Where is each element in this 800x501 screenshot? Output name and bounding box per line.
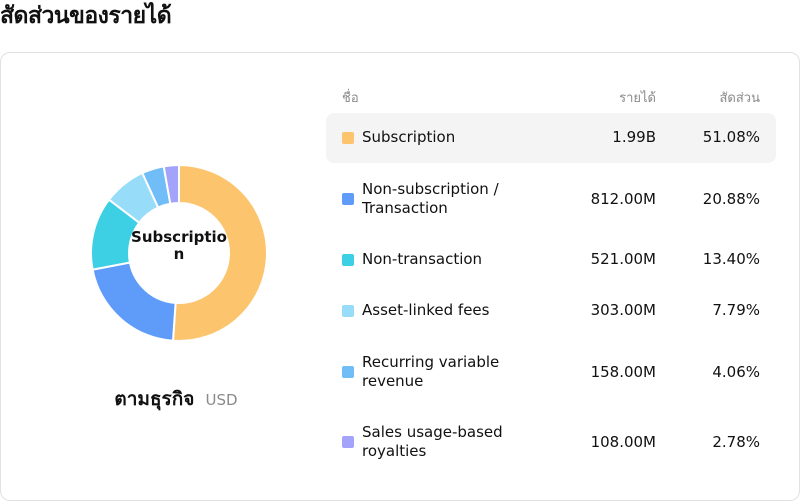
- legend-name: Asset-linked fees: [362, 301, 490, 319]
- chart-caption-unit: USD: [205, 391, 238, 409]
- legend-value: 108.00M: [590, 433, 656, 451]
- legend-swatch: [342, 366, 354, 378]
- header-share: สัดส่วน: [719, 91, 761, 106]
- legend-row-recurring-variable-revenue[interactable]: Recurring variable revenue 158.00M 4.06%: [326, 337, 776, 407]
- legend-swatch: [342, 436, 354, 448]
- legend-share: 2.78%: [712, 433, 760, 451]
- legend-share: 13.40%: [702, 250, 760, 268]
- legend-swatch: [342, 132, 354, 144]
- legend-swatch: [342, 193, 354, 205]
- donut-chart-svg: [90, 163, 268, 342]
- legend-table: ชื่อ รายได้ สัดส่วน Subscription 1.99B 5…: [326, 83, 776, 477]
- donut-slice-1[interactable]: [91, 261, 177, 342]
- legend-share: 20.88%: [702, 190, 760, 208]
- legend-name: Recurring variable revenue: [362, 353, 500, 390]
- legend-share: 7.79%: [712, 301, 760, 319]
- donut-chart: Subscription: [79, 153, 279, 353]
- revenue-share-card: Subscription ตามธุรกิจ USD ชื่อ รายได้ ส…: [0, 52, 800, 501]
- legend-row-sales-usage-based-royalties[interactable]: Sales usage-based royalties 108.00M 2.78…: [326, 407, 776, 477]
- donut-center-label: Subscription: [131, 228, 227, 263]
- legend-value: 1.99B: [612, 128, 656, 146]
- legend-share: 51.08%: [702, 128, 760, 146]
- legend-share: 4.06%: [712, 363, 760, 381]
- legend-value: 812.00M: [590, 190, 656, 208]
- legend-row-non-transaction[interactable]: Non-transaction 521.00M 13.40%: [326, 235, 776, 285]
- donut-slice-5[interactable]: [162, 163, 180, 205]
- legend-row-non-subscription[interactable]: Non-subscription / Transaction 812.00M 2…: [326, 163, 776, 235]
- legend-name: Non-transaction: [362, 250, 483, 268]
- header-name: ชื่อ: [342, 91, 359, 106]
- legend-swatch: [342, 254, 354, 266]
- page-title: สัดส่วนของรายได้: [0, 3, 172, 29]
- legend-row-subscription[interactable]: Subscription 1.99B 51.08%: [326, 113, 776, 163]
- legend-name: Non-subscription / Transaction: [362, 180, 499, 217]
- legend-swatch: [342, 305, 354, 317]
- legend-name: Sales usage-based royalties: [362, 423, 503, 460]
- header-value: รายได้: [619, 91, 656, 106]
- legend-row-asset-linked-fees[interactable]: Asset-linked fees 303.00M 7.79%: [326, 285, 776, 337]
- legend-value: 158.00M: [590, 363, 656, 381]
- chart-caption-title: ตามธุรกิจ: [114, 388, 195, 410]
- legend-value: 303.00M: [590, 301, 656, 319]
- legend-value: 521.00M: [590, 250, 656, 268]
- legend-header: ชื่อ รายได้ สัดส่วน: [326, 83, 776, 113]
- legend-name: Subscription: [362, 128, 456, 146]
- chart-caption: ตามธุรกิจ USD: [1, 384, 351, 414]
- donut-slice-0[interactable]: [171, 163, 268, 342]
